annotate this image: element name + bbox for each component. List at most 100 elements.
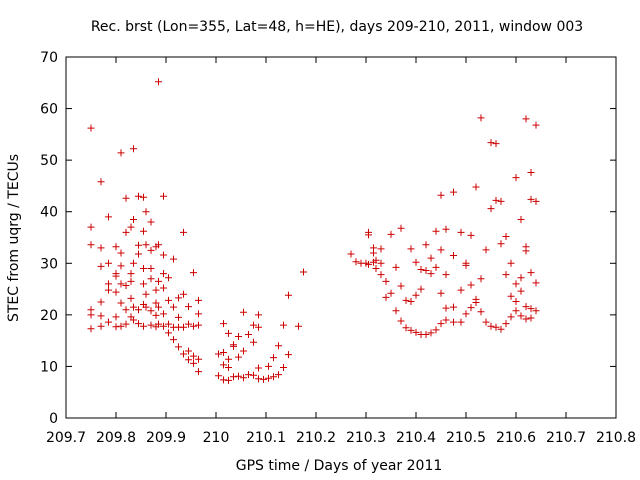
data-point xyxy=(437,191,445,199)
data-point xyxy=(502,320,510,328)
data-point xyxy=(412,328,420,336)
y-tick-label: 10 xyxy=(40,359,58,375)
data-point xyxy=(365,260,372,268)
data-point xyxy=(437,246,445,254)
data-point xyxy=(87,311,95,319)
data-point xyxy=(97,244,105,252)
data-point xyxy=(122,194,130,202)
x-tick-label: 210 xyxy=(203,430,230,446)
data-point xyxy=(450,318,457,326)
data-point xyxy=(170,336,177,344)
data-point xyxy=(300,268,307,276)
data-point xyxy=(502,232,510,240)
data-point xyxy=(432,227,440,235)
data-point xyxy=(155,277,162,285)
data-point xyxy=(195,368,202,376)
data-point xyxy=(180,350,187,358)
y-tick-label: 20 xyxy=(40,308,58,324)
data-point xyxy=(457,318,465,326)
data-point xyxy=(527,195,535,203)
data-point xyxy=(365,231,372,239)
data-point xyxy=(112,313,120,321)
data-point xyxy=(487,205,495,213)
y-tick-label: 50 xyxy=(40,153,58,169)
data-point xyxy=(265,374,272,382)
x-tick-label: 210.4 xyxy=(396,430,436,446)
data-point xyxy=(477,114,485,122)
data-point xyxy=(87,241,95,249)
data-point xyxy=(502,271,510,279)
data-point xyxy=(142,290,150,298)
data-point xyxy=(532,197,540,205)
x-tick-label: 209.9 xyxy=(146,430,186,446)
data-point xyxy=(402,296,410,304)
data-point xyxy=(255,323,262,331)
data-point xyxy=(185,356,192,364)
data-point xyxy=(527,269,535,277)
data-point xyxy=(175,294,182,302)
data-point xyxy=(450,252,457,260)
data-point xyxy=(492,140,500,148)
data-point xyxy=(147,246,155,254)
data-point xyxy=(417,265,425,273)
data-point xyxy=(372,264,380,272)
data-point xyxy=(407,297,415,305)
data-point xyxy=(532,121,540,129)
data-point xyxy=(185,320,192,328)
data-point xyxy=(160,251,167,259)
data-point xyxy=(370,249,377,257)
data-point xyxy=(457,286,465,294)
data-point xyxy=(260,375,267,383)
data-point xyxy=(175,343,182,351)
data-point xyxy=(497,197,505,205)
data-point xyxy=(442,304,450,312)
data-point xyxy=(190,322,197,330)
data-point xyxy=(512,307,520,315)
data-point xyxy=(142,208,150,216)
data-points xyxy=(87,78,540,384)
data-point xyxy=(105,286,112,294)
data-point xyxy=(185,347,192,355)
data-point xyxy=(462,310,470,318)
data-point xyxy=(195,310,202,318)
data-point xyxy=(127,277,135,285)
data-point xyxy=(135,192,142,200)
data-point xyxy=(402,324,410,332)
data-point xyxy=(147,264,155,272)
data-point xyxy=(195,296,202,304)
data-point xyxy=(240,308,247,316)
data-point xyxy=(472,183,480,191)
data-point xyxy=(155,303,162,311)
data-point xyxy=(155,320,162,328)
data-point xyxy=(427,254,435,262)
y-tick-label: 60 xyxy=(40,102,58,118)
data-point xyxy=(522,115,530,123)
x-tick-label: 210.2 xyxy=(296,430,336,446)
data-point xyxy=(225,355,232,363)
data-point xyxy=(112,288,120,296)
data-point xyxy=(160,310,167,318)
data-point xyxy=(117,249,125,257)
data-point xyxy=(180,290,187,298)
data-point xyxy=(152,311,160,319)
data-point xyxy=(97,262,105,270)
data-point xyxy=(437,289,445,297)
x-axis-label: GPS time / Days of year 2011 xyxy=(236,458,443,474)
data-point xyxy=(130,215,137,223)
x-tick-label: 210.1 xyxy=(246,430,286,446)
data-point xyxy=(522,315,530,323)
data-point xyxy=(155,78,162,86)
data-point xyxy=(135,250,142,258)
data-point xyxy=(245,330,252,338)
data-point xyxy=(280,321,287,329)
data-point xyxy=(87,124,95,132)
data-point xyxy=(147,307,155,315)
data-point xyxy=(180,228,187,236)
data-point xyxy=(142,241,150,249)
data-point xyxy=(417,285,425,293)
data-point xyxy=(117,262,125,270)
x-tick-label: 210.5 xyxy=(446,430,486,446)
data-point xyxy=(122,281,130,289)
data-point xyxy=(105,213,112,221)
y-tick-label: 40 xyxy=(40,205,58,221)
